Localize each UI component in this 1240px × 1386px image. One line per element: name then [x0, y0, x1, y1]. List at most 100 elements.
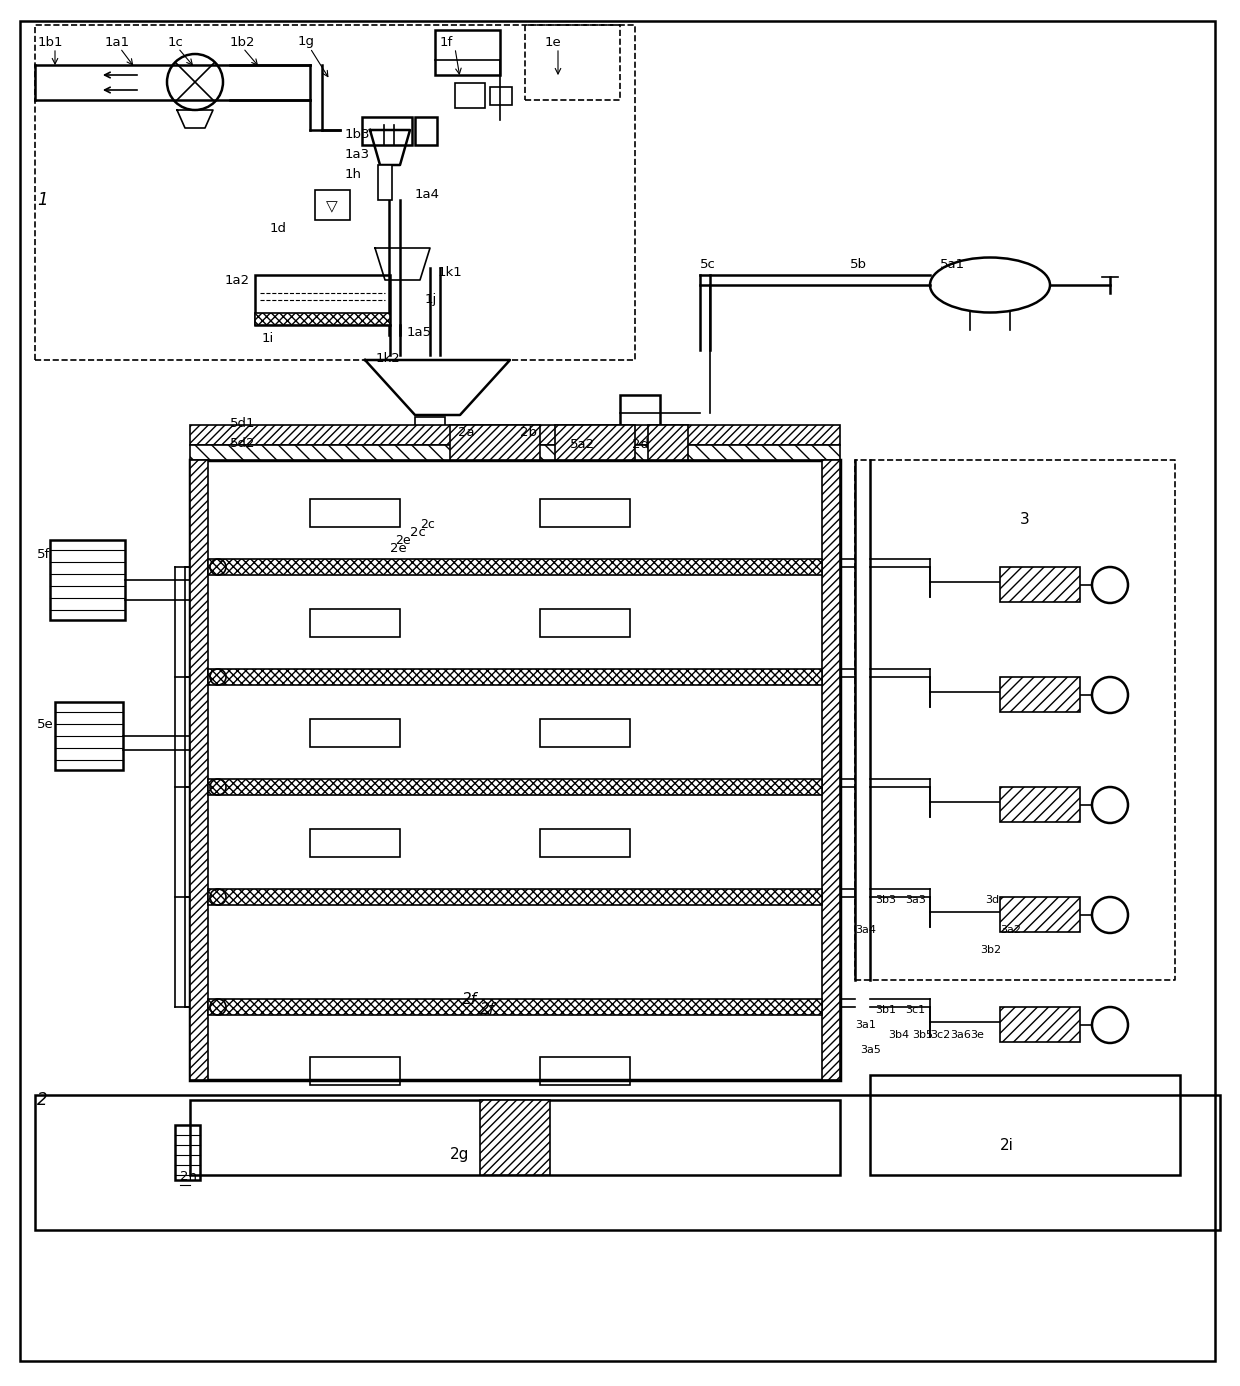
- Bar: [50, 541, 125, 620]
- Text: 3d: 3d: [985, 895, 999, 905]
- Text: 1h: 1h: [345, 169, 362, 182]
- Text: 1a3: 1a3: [345, 148, 370, 162]
- Text: 1k2: 1k2: [376, 352, 401, 365]
- Text: 3b5: 3b5: [911, 1030, 932, 1040]
- Bar: [539, 1058, 630, 1085]
- Bar: [255, 274, 391, 324]
- Bar: [362, 116, 412, 146]
- Bar: [190, 426, 839, 445]
- Text: 3a5: 3a5: [861, 1045, 880, 1055]
- Text: 5a2: 5a2: [570, 438, 595, 452]
- Text: 3b3: 3b3: [875, 895, 897, 905]
- Bar: [539, 608, 630, 638]
- Text: 2i: 2i: [999, 1138, 1014, 1153]
- Text: 1f: 1f: [440, 36, 454, 49]
- Bar: [35, 1095, 1220, 1229]
- Text: 1c: 1c: [167, 36, 184, 49]
- Text: 3b1: 3b1: [875, 1005, 897, 1015]
- Bar: [310, 719, 401, 747]
- Bar: [620, 395, 660, 430]
- Text: 2c: 2c: [410, 525, 425, 539]
- Text: 3c2: 3c2: [930, 1030, 950, 1040]
- Text: 1j: 1j: [425, 294, 438, 306]
- Text: 2f: 2f: [463, 992, 477, 1008]
- Text: 3b4: 3b4: [888, 1030, 909, 1040]
- Bar: [539, 499, 630, 527]
- Bar: [310, 499, 401, 527]
- Text: 1a5: 1a5: [407, 327, 432, 340]
- Bar: [450, 426, 539, 460]
- Text: 5d1: 5d1: [229, 417, 255, 430]
- Text: 3a4: 3a4: [856, 924, 875, 936]
- Bar: [649, 426, 688, 460]
- Bar: [999, 676, 1080, 712]
- Text: 5e: 5e: [37, 718, 53, 732]
- Bar: [822, 460, 839, 1080]
- Bar: [556, 426, 635, 460]
- Text: 1b2: 1b2: [229, 36, 255, 49]
- Bar: [190, 445, 839, 460]
- Bar: [310, 608, 401, 638]
- Bar: [435, 30, 500, 75]
- Text: 3a2: 3a2: [999, 924, 1021, 936]
- Text: 1: 1: [37, 191, 47, 209]
- Text: 2f: 2f: [480, 1002, 495, 1017]
- Text: ▽: ▽: [326, 200, 337, 215]
- Text: 1i: 1i: [262, 331, 274, 345]
- Bar: [208, 669, 822, 685]
- Bar: [175, 1125, 200, 1179]
- Bar: [999, 787, 1080, 822]
- Text: 1a1: 1a1: [105, 36, 130, 49]
- Bar: [208, 559, 822, 575]
- Text: 2a: 2a: [458, 426, 475, 438]
- Bar: [999, 897, 1080, 931]
- Bar: [255, 313, 391, 324]
- Text: 1g: 1g: [298, 36, 315, 49]
- Text: 2d: 2d: [632, 438, 649, 452]
- Text: 3b2: 3b2: [980, 945, 1001, 955]
- Text: 5a1: 5a1: [940, 259, 965, 272]
- Text: 2e: 2e: [391, 542, 407, 554]
- Bar: [999, 567, 1080, 602]
- Text: 5d2: 5d2: [229, 437, 255, 450]
- Text: 3c1: 3c1: [905, 1005, 925, 1015]
- Bar: [455, 83, 485, 108]
- Text: 1a4: 1a4: [415, 188, 440, 201]
- Bar: [208, 779, 822, 796]
- Text: 5f: 5f: [37, 549, 51, 561]
- Bar: [999, 1008, 1080, 1042]
- Bar: [539, 829, 630, 857]
- Text: 3e: 3e: [970, 1030, 983, 1040]
- Bar: [55, 701, 123, 771]
- Text: 3a1: 3a1: [856, 1020, 875, 1030]
- Text: 2: 2: [37, 1091, 47, 1109]
- Bar: [208, 999, 822, 1015]
- Bar: [190, 1100, 839, 1175]
- Text: 2b: 2b: [520, 426, 537, 438]
- Text: 5b: 5b: [849, 259, 867, 272]
- Text: 1b1: 1b1: [38, 36, 63, 49]
- Text: 1b3: 1b3: [345, 129, 371, 141]
- Text: 2h: 2h: [180, 1170, 197, 1184]
- Text: 2e: 2e: [396, 534, 410, 546]
- Text: 3: 3: [1021, 513, 1029, 528]
- Bar: [310, 829, 401, 857]
- Bar: [190, 460, 208, 1080]
- Bar: [539, 719, 630, 747]
- Text: 3a6: 3a6: [950, 1030, 971, 1040]
- Bar: [490, 87, 512, 105]
- Text: 1a2: 1a2: [224, 273, 250, 287]
- Bar: [310, 1058, 401, 1085]
- Text: 2g: 2g: [450, 1148, 470, 1163]
- Bar: [415, 116, 436, 146]
- Polygon shape: [177, 109, 213, 128]
- Bar: [378, 165, 392, 200]
- Text: 1d: 1d: [270, 222, 286, 234]
- Bar: [208, 888, 822, 905]
- Text: 5c: 5c: [701, 259, 715, 272]
- Bar: [315, 190, 350, 220]
- Text: 1k1: 1k1: [438, 266, 463, 280]
- Bar: [480, 1100, 551, 1175]
- Text: 2c: 2c: [420, 518, 435, 531]
- Text: 3a3: 3a3: [905, 895, 926, 905]
